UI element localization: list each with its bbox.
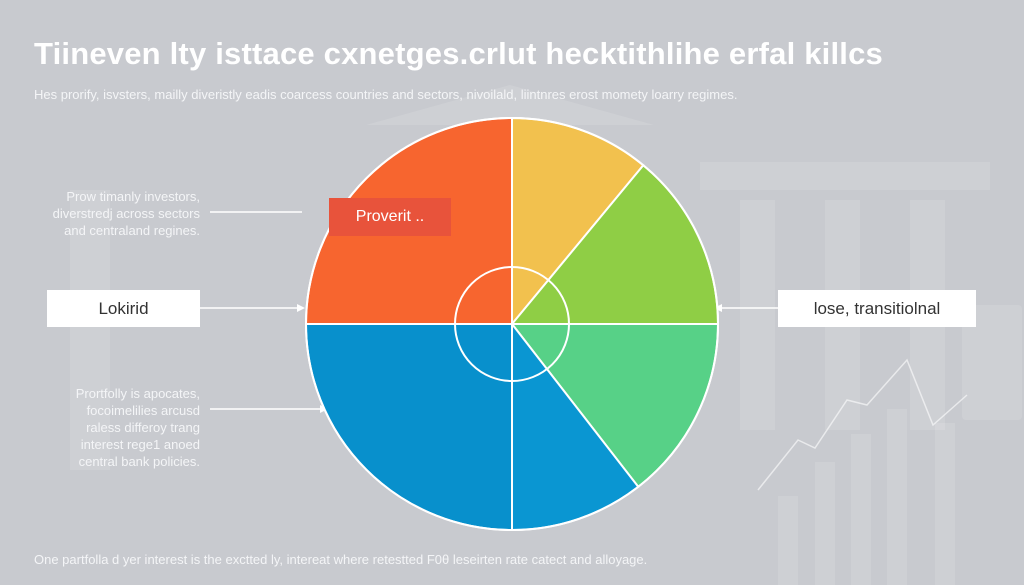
note-line: and centraland regines.	[64, 223, 200, 238]
bg-bar	[851, 434, 871, 585]
note-line: focoimelilies arcusd	[86, 403, 200, 418]
bg-column	[70, 190, 110, 470]
arrow-head-left	[297, 304, 305, 312]
bg-bar	[887, 409, 907, 585]
page-title: Tiineven lty isttace cxnetges.crlut heck…	[34, 36, 883, 71]
bg-bar	[778, 496, 798, 585]
bg-column	[740, 200, 775, 430]
footer-note: One partfolla d yer interest is the exct…	[34, 552, 648, 567]
note-bottom: Prortfolly is apocates, focoimelilies ar…	[20, 385, 200, 470]
note-top: Prow timanly investors, diverstredj acro…	[20, 188, 200, 239]
note-line: interest rege1 anoed	[80, 437, 200, 452]
note-line: central bank policies.	[78, 454, 200, 469]
bg-temple-beam	[700, 162, 990, 190]
note-line: Prow timanly investors,	[66, 189, 200, 204]
label-box-right: lose, transitiolnal	[778, 290, 976, 327]
note-line: raless differoy trang	[86, 420, 200, 435]
label-box-left: Lokirid	[47, 290, 200, 327]
note-line: diverstredj across sectors	[52, 206, 200, 221]
page-subtitle: Hes prorify, isvsters, mailly diveristly…	[34, 87, 738, 102]
bg-bar	[935, 423, 955, 585]
slice-label-tag: Proverit ..	[329, 198, 451, 236]
pie-slice-4	[304, 323, 513, 532]
note-line: Prortfolly is apocates,	[75, 386, 200, 401]
bg-bar	[815, 462, 835, 585]
bg-trend-line	[757, 358, 968, 491]
